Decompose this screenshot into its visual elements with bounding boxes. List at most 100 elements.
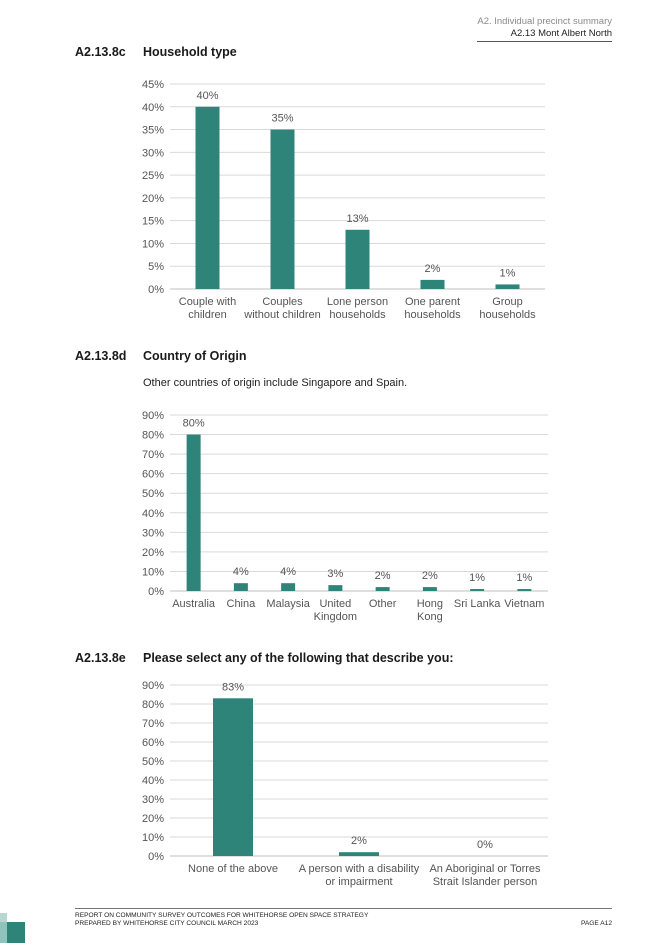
origin-section-number: A2.13.8d [75, 349, 127, 363]
category-label: Other [369, 598, 397, 610]
category-label: households [329, 309, 386, 321]
origin-section-title: Country of Origin [143, 349, 247, 363]
describe-section-number: A2.13.8e [75, 651, 126, 665]
y-tick-label: 15% [142, 216, 164, 228]
decorative-square-dark [7, 922, 25, 943]
bar [281, 583, 296, 591]
footer-text: REPORT ON COMMUNITY SURVEY OUTCOMES FOR … [75, 912, 368, 928]
y-tick-label: 50% [142, 756, 164, 768]
category-label: Couple with [179, 296, 236, 308]
y-tick-label: 0% [148, 851, 164, 863]
category-label: Malaysia [266, 598, 310, 610]
category-label: Kingdom [314, 611, 357, 623]
category-label: children [188, 309, 227, 321]
footer-report-title: REPORT ON COMMUNITY SURVEY OUTCOMES FOR … [75, 912, 369, 919]
category-label: None of the above [188, 863, 278, 875]
bar [213, 698, 253, 856]
y-tick-label: 35% [142, 125, 164, 137]
y-tick-label: 20% [142, 193, 164, 205]
household-section-number: A2.13.8c [75, 45, 126, 59]
running-header: A2. Individual precinct summary A2.13 Mo… [477, 16, 612, 42]
data-label: 2% [425, 263, 441, 275]
household-section-heading: A2.13.8c Household type [75, 45, 237, 59]
country-of-origin-chart: 0% 10% 20% 30% 40% 50% 60% 70% 80% 90% 80% Australi… [142, 410, 548, 623]
category-label: Group [492, 296, 523, 308]
describe-you-chart: 0% 10% 20% 30% 40% 50% 60% 70% 80% 90% 83% None of … [142, 680, 548, 888]
bar [186, 434, 201, 591]
category-label: Australia [172, 598, 216, 610]
category-label: China [227, 598, 257, 610]
y-tick-label: 90% [142, 680, 164, 692]
category-label: Vietnam [504, 598, 544, 610]
y-tick-label: 70% [142, 718, 164, 730]
bar [420, 279, 445, 289]
y-tick-label: 40% [142, 102, 164, 114]
y-tick-label: 20% [142, 813, 164, 825]
bar [345, 229, 370, 289]
category-label: Strait Islander person [433, 876, 538, 888]
origin-note: Other countries of origin include Singap… [143, 377, 408, 389]
category-label: One parent [405, 296, 460, 308]
y-tick-label: 0% [148, 586, 164, 598]
bar [470, 589, 485, 591]
category-label: Couples [262, 296, 303, 308]
category-label: or impairment [325, 876, 392, 888]
data-label: 2% [351, 835, 367, 847]
footer-divider [75, 908, 612, 909]
decorative-square-mid [0, 922, 7, 943]
bar [328, 585, 343, 591]
category-label: households [404, 309, 461, 321]
data-label: 1% [500, 267, 516, 279]
data-label: 13% [346, 213, 368, 225]
y-tick-label: 90% [142, 410, 164, 422]
y-tick-label: 25% [142, 170, 164, 182]
data-label: 40% [196, 90, 218, 102]
category-label: Sri Lanka [454, 598, 501, 610]
bar [375, 587, 390, 591]
y-tick-label: 45% [142, 79, 164, 91]
bar [517, 589, 532, 591]
y-tick-label: 70% [142, 449, 164, 461]
y-tick-label: 40% [142, 775, 164, 787]
category-label: Hong [417, 598, 443, 610]
category-label: without children [243, 309, 320, 321]
y-tick-label: 30% [142, 527, 164, 539]
category-label: households [479, 309, 536, 321]
bar [339, 852, 379, 856]
page-number: PAGE A12 [580, 920, 612, 927]
y-tick-label: 60% [142, 737, 164, 749]
category-label: United [319, 598, 351, 610]
category-label: Lone person [327, 296, 388, 308]
y-tick-label: 50% [142, 488, 164, 500]
bar [495, 284, 520, 289]
household-type-chart: 0% 5% 10% 15% 20% 25% 30% 35% 40% 45% 40% Couple wi… [142, 79, 545, 321]
y-tick-label: 20% [142, 547, 164, 559]
describe-section-heading: A2.13.8e Please select any of the followi… [75, 651, 454, 665]
household-section-title: Household type [143, 45, 237, 59]
origin-section-heading: A2.13.8d Country of Origin [75, 349, 246, 363]
category-label: Kong [417, 611, 443, 623]
data-label: 0% [477, 839, 493, 851]
header-section-label: A2. Individual precinct summary [477, 16, 612, 27]
footer-prepared-by: PREPARED BY WHITEHORSE CITY COUNCIL MARC… [75, 920, 259, 927]
data-label: 1% [516, 572, 532, 584]
data-label: 3% [327, 568, 343, 580]
data-label: 4% [280, 566, 296, 578]
data-label: 2% [375, 570, 391, 582]
bar [270, 129, 295, 289]
y-tick-label: 10% [142, 238, 164, 250]
y-tick-label: 10% [142, 566, 164, 578]
y-tick-label: 0% [148, 284, 164, 296]
y-tick-label: 80% [142, 430, 164, 442]
y-tick-label: 80% [142, 699, 164, 711]
y-tick-label: 60% [142, 469, 164, 481]
data-label: 80% [183, 418, 205, 430]
y-tick-label: 5% [148, 261, 164, 273]
y-tick-label: 40% [142, 508, 164, 520]
category-label: An Aboriginal or Torres [429, 863, 541, 875]
data-label: 2% [422, 570, 438, 582]
data-label: 4% [233, 566, 249, 578]
bar [195, 106, 220, 290]
y-tick-label: 30% [142, 147, 164, 159]
data-label: 35% [271, 113, 293, 125]
